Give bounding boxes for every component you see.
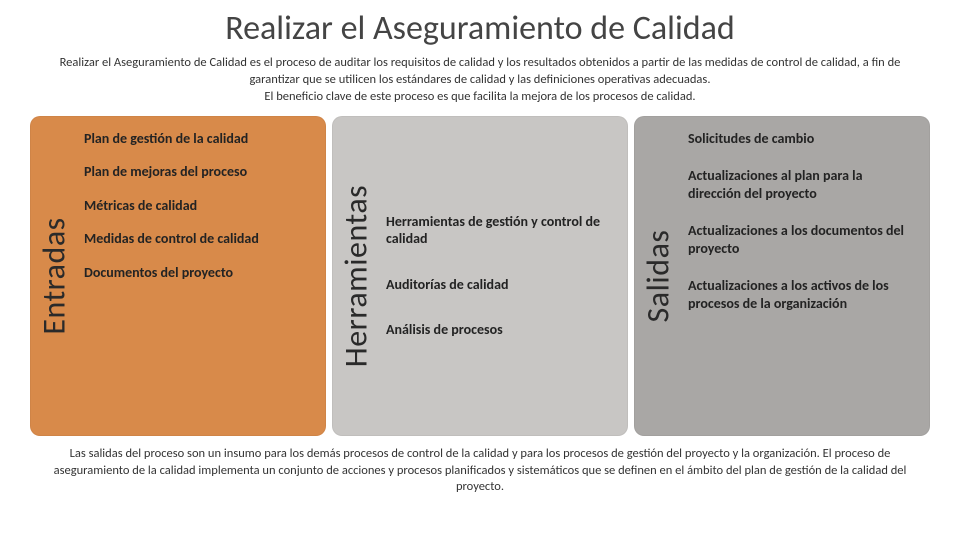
list-item: Medidas de control de calidad — [84, 230, 308, 248]
column-label: Entradas — [35, 176, 74, 376]
list-item: Plan de gestión de la calidad — [84, 130, 308, 148]
column-entradas: Entradas Plan de gestión de la calidad P… — [30, 116, 326, 436]
list-item: Plan de mejoras del proceso — [84, 163, 308, 181]
column-label: Herramientas — [337, 176, 376, 376]
list-item: Documentos del proyecto — [84, 264, 308, 282]
list-item: Actualizaciones a los activos de los pro… — [688, 277, 912, 312]
list-item: Auditorías de calidad — [386, 276, 610, 294]
footer-text: Las salidas del proceso son un insumo pa… — [0, 436, 960, 497]
intro-text: Realizar el Aseguramiento de Calidad es … — [0, 55, 960, 106]
intro-line: Realizar el Aseguramiento de Calidad es … — [60, 55, 901, 87]
column-salidas: Salidas Solicitudes de cambio Actualizac… — [634, 116, 930, 436]
column-herramientas: Herramientas Herramientas de gestión y c… — [332, 116, 628, 436]
column-items: Herramientas de gestión y control de cal… — [386, 130, 610, 422]
column-label: Salidas — [639, 176, 678, 376]
list-item: Actualizaciones a los documentos del pro… — [688, 222, 912, 257]
page-title: Realizar el Aseguramiento de Calidad — [0, 8, 960, 49]
columns-row: Entradas Plan de gestión de la calidad P… — [0, 116, 960, 436]
list-item: Análisis de procesos — [386, 321, 610, 339]
column-items: Plan de gestión de la calidad Plan de me… — [84, 130, 308, 422]
list-item: Actualizaciones al plan para la direcció… — [688, 167, 912, 202]
list-item: Métricas de calidad — [84, 197, 308, 215]
intro-line: El beneficio clave de este proceso es qu… — [264, 89, 695, 104]
column-items: Solicitudes de cambio Actualizaciones al… — [688, 130, 912, 422]
list-item: Herramientas de gestión y control de cal… — [386, 213, 610, 248]
list-item: Solicitudes de cambio — [688, 130, 912, 148]
